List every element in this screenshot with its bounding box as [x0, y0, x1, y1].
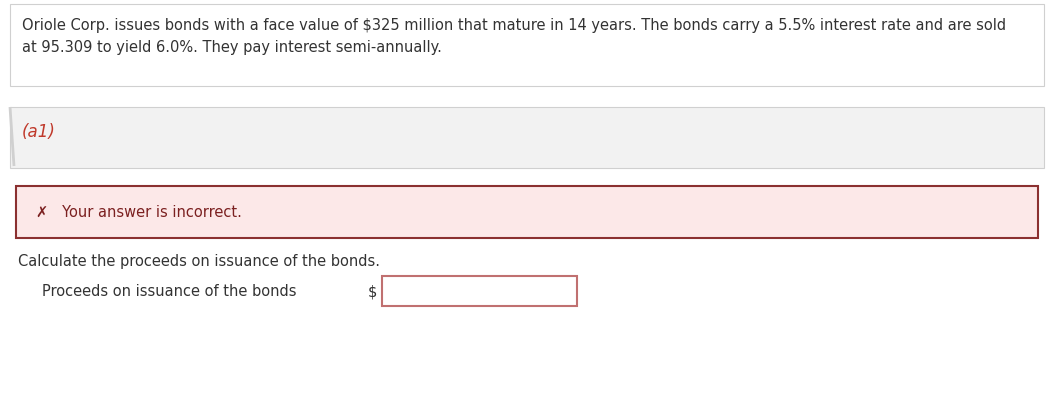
FancyBboxPatch shape — [382, 276, 577, 306]
FancyBboxPatch shape — [9, 107, 1045, 168]
FancyBboxPatch shape — [0, 172, 1054, 403]
FancyBboxPatch shape — [16, 186, 1038, 238]
Text: (a1): (a1) — [22, 123, 56, 141]
Text: 309,642,250: 309,642,250 — [476, 285, 569, 299]
Text: at 95.309 to yield 6.0%. They pay interest semi-annually.: at 95.309 to yield 6.0%. They pay intere… — [22, 40, 442, 55]
Text: Calculate the proceeds on issuance of the bonds.: Calculate the proceeds on issuance of th… — [18, 254, 380, 269]
Text: $: $ — [368, 285, 377, 299]
Text: Oriole Corp. issues bonds with a face value of $325 million that mature in 14 ye: Oriole Corp. issues bonds with a face va… — [22, 18, 1007, 33]
Text: ✗   Your answer is incorrect.: ✗ Your answer is incorrect. — [36, 204, 241, 220]
Text: Proceeds on issuance of the bonds: Proceeds on issuance of the bonds — [42, 285, 296, 299]
FancyBboxPatch shape — [9, 4, 1045, 86]
